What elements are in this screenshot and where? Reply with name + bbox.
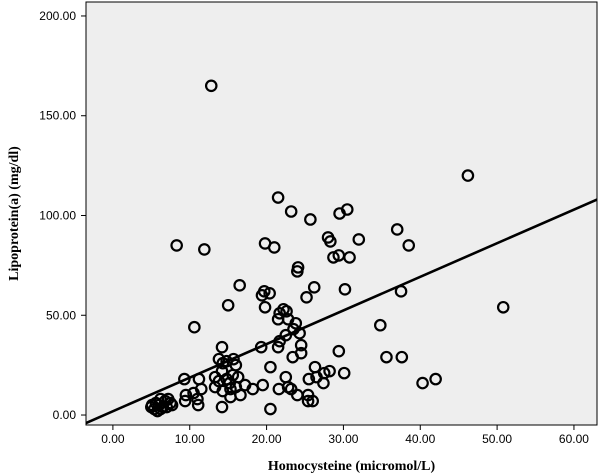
data-point	[227, 352, 240, 366]
data-point	[179, 388, 193, 402]
data-point	[333, 207, 346, 220]
data-points	[145, 79, 510, 418]
x-axis-title: Homocysteine (micromol/L)	[268, 459, 436, 474]
data-point	[188, 320, 201, 334]
data-point	[264, 360, 277, 374]
data-point	[402, 239, 416, 252]
data-point	[395, 350, 409, 364]
data-point	[390, 223, 404, 236]
data-point	[374, 318, 387, 332]
x-tick-label: 0.00	[101, 432, 125, 446]
data-point	[337, 366, 351, 380]
data-point	[294, 338, 308, 352]
data-point	[191, 398, 205, 412]
data-point	[255, 289, 269, 302]
data-point	[215, 400, 229, 414]
data-point	[216, 384, 230, 398]
data-point	[178, 394, 192, 408]
data-point	[286, 350, 300, 364]
data-point	[302, 372, 316, 386]
data-point	[332, 344, 346, 358]
data-point	[304, 213, 317, 226]
data-point	[307, 281, 321, 294]
data-point	[216, 356, 230, 370]
data-point	[221, 298, 235, 312]
data-point	[256, 378, 270, 392]
data-point	[258, 300, 272, 314]
data-point	[273, 306, 286, 320]
data-point	[224, 390, 237, 404]
data-point	[145, 400, 158, 414]
data-point	[496, 300, 510, 314]
y-tick-label: 150.00	[39, 109, 76, 123]
data-point	[271, 191, 285, 204]
y-tick-label: 100.00	[39, 208, 76, 222]
data-point	[165, 398, 179, 412]
data-point	[271, 340, 285, 354]
data-point	[429, 372, 442, 386]
x-tick-label: 10.00	[175, 432, 205, 446]
data-point	[267, 241, 281, 254]
fit-line	[85, 198, 598, 425]
data-point	[461, 169, 475, 182]
data-point	[280, 304, 293, 318]
data-point	[170, 239, 183, 252]
data-point	[300, 291, 313, 304]
data-point	[264, 402, 277, 416]
data-point	[343, 251, 356, 264]
data-point	[198, 243, 211, 256]
y-axis-title: Lipoprotein(a) (mg/dl)	[7, 146, 22, 281]
x-tick-label: 30.00	[328, 432, 358, 446]
x-tick-label: 60.00	[559, 432, 589, 446]
data-point	[352, 233, 366, 246]
x-tick-label: 50.00	[482, 432, 512, 446]
data-point	[317, 376, 330, 390]
data-point	[338, 283, 352, 296]
data-point	[380, 350, 393, 364]
x-tick-label: 40.00	[405, 432, 435, 446]
y-tick-label: 0.00	[53, 408, 77, 422]
data-point	[301, 388, 315, 402]
y-tick-label: 200.00	[39, 9, 76, 23]
data-point	[215, 340, 229, 354]
data-point	[233, 279, 246, 292]
axis-ticks: 0.00 10.00 20.00 30.00 40.00 50.00 60.00 0.00 50…	[39, 9, 589, 446]
data-point	[284, 205, 298, 218]
data-point	[301, 394, 315, 408]
data-point	[416, 376, 429, 390]
data-point	[191, 392, 204, 406]
y-tick-label: 50.00	[46, 308, 76, 322]
data-point	[224, 382, 237, 396]
plot-area	[85, 1, 598, 426]
data-point	[254, 340, 268, 354]
data-point	[263, 287, 276, 300]
data-point	[204, 79, 218, 93]
data-point	[291, 265, 304, 278]
data-point	[324, 235, 337, 248]
x-tick-label: 20.00	[252, 432, 282, 446]
